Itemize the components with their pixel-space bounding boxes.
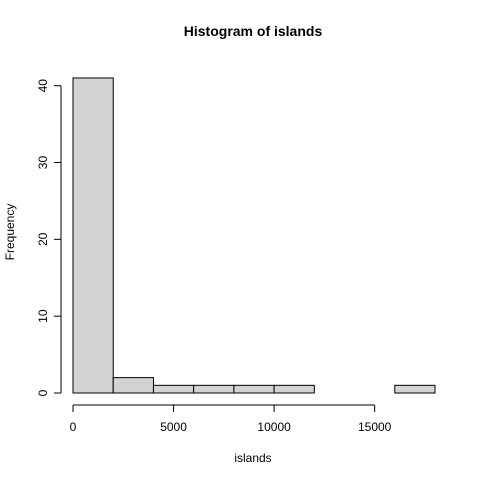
histogram-bar bbox=[233, 384, 275, 394]
histogram-bar bbox=[72, 77, 114, 394]
y-tick-label: 40 bbox=[36, 79, 50, 93]
y-tick-label: 20 bbox=[36, 232, 50, 246]
bars-group bbox=[72, 77, 436, 394]
histogram-bar bbox=[193, 384, 235, 394]
x-tick-label: 10000 bbox=[257, 420, 291, 434]
histogram-bar bbox=[273, 384, 315, 394]
histogram-bar bbox=[152, 384, 195, 394]
x-tick-label: 0 bbox=[70, 420, 77, 434]
chart-title: Histogram of islands bbox=[184, 23, 323, 39]
y-axis: 0 10 20 30 40 bbox=[36, 79, 62, 396]
histogram-bar bbox=[112, 377, 154, 394]
y-tick-label: 30 bbox=[36, 156, 50, 170]
histogram-bar bbox=[394, 384, 436, 394]
x-axis-label: islands bbox=[234, 451, 271, 465]
y-tick-label: 0 bbox=[36, 389, 50, 396]
y-tick-label: 10 bbox=[36, 309, 50, 323]
x-tick-label: 5000 bbox=[160, 420, 187, 434]
x-axis: 0 5000 10000 15000 bbox=[70, 404, 392, 434]
y-axis-label: Frequency bbox=[3, 204, 17, 261]
x-tick-label: 15000 bbox=[358, 420, 392, 434]
